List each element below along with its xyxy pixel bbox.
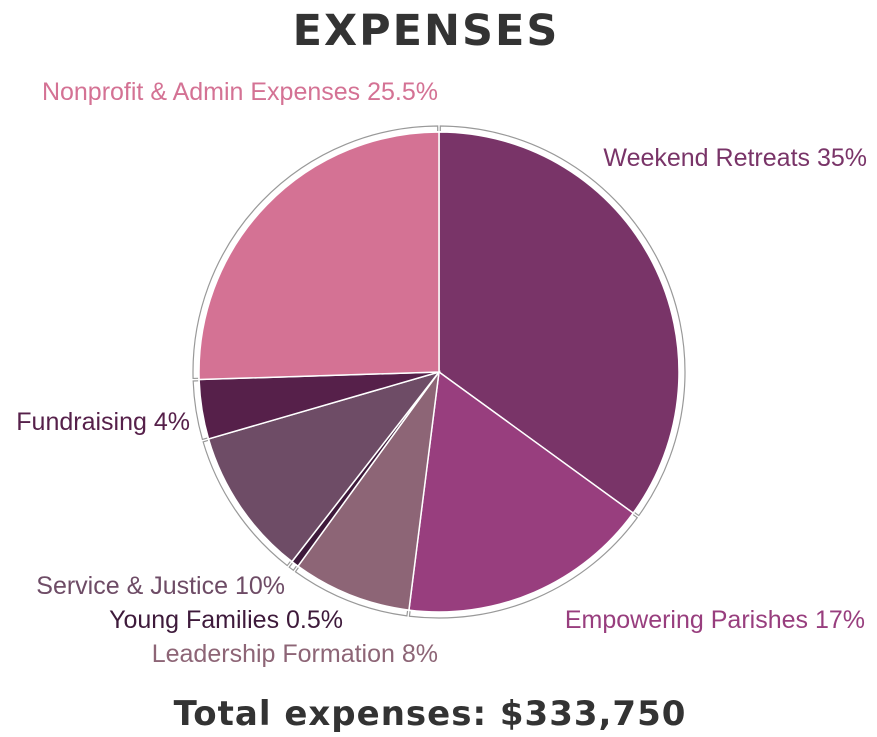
pie-slices [198,131,680,613]
pie-slice-nonprofit-and-admin-expenses [198,131,440,381]
label-leadership-formation: Leadership Formation 8% [152,640,438,668]
bracket-young-families [288,562,297,572]
pie-slice-empowering-parishes [408,370,635,613]
bracket-service-and-justice [202,439,291,567]
label-fundraising: Fundraising 4% [16,408,190,436]
label-young-families: Young Families 0.5% [109,606,343,634]
label-nonprofit-and-admin-expenses: Nonprofit & Admin Expenses 25.5% [42,78,438,106]
bracket-leadership-formation [294,567,409,617]
pie-slice-weekend-retreats [438,131,680,515]
label-weekend-retreats: Weekend Retreats 35% [603,144,867,172]
pie-slice-service-and-justice [207,370,442,563]
bracket-nonprofit-and-admin-expenses [192,125,439,380]
slice-labels: Weekend Retreats 35% Empowering Parishes … [16,78,867,668]
label-service-and-justice: Service & Justice 10% [36,572,285,600]
label-empowering-parishes: Empowering Parishes 17% [565,606,865,634]
chart-title: EXPENSES [292,6,560,56]
total-expenses: Total expenses: $333,750 [173,694,687,734]
pie-slice-leadership-formation [296,371,440,611]
label-brackets [192,125,686,619]
bracket-fundraising [192,380,208,441]
bracket-empowering-parishes [408,514,639,619]
bracket-weekend-retreats [439,125,686,517]
